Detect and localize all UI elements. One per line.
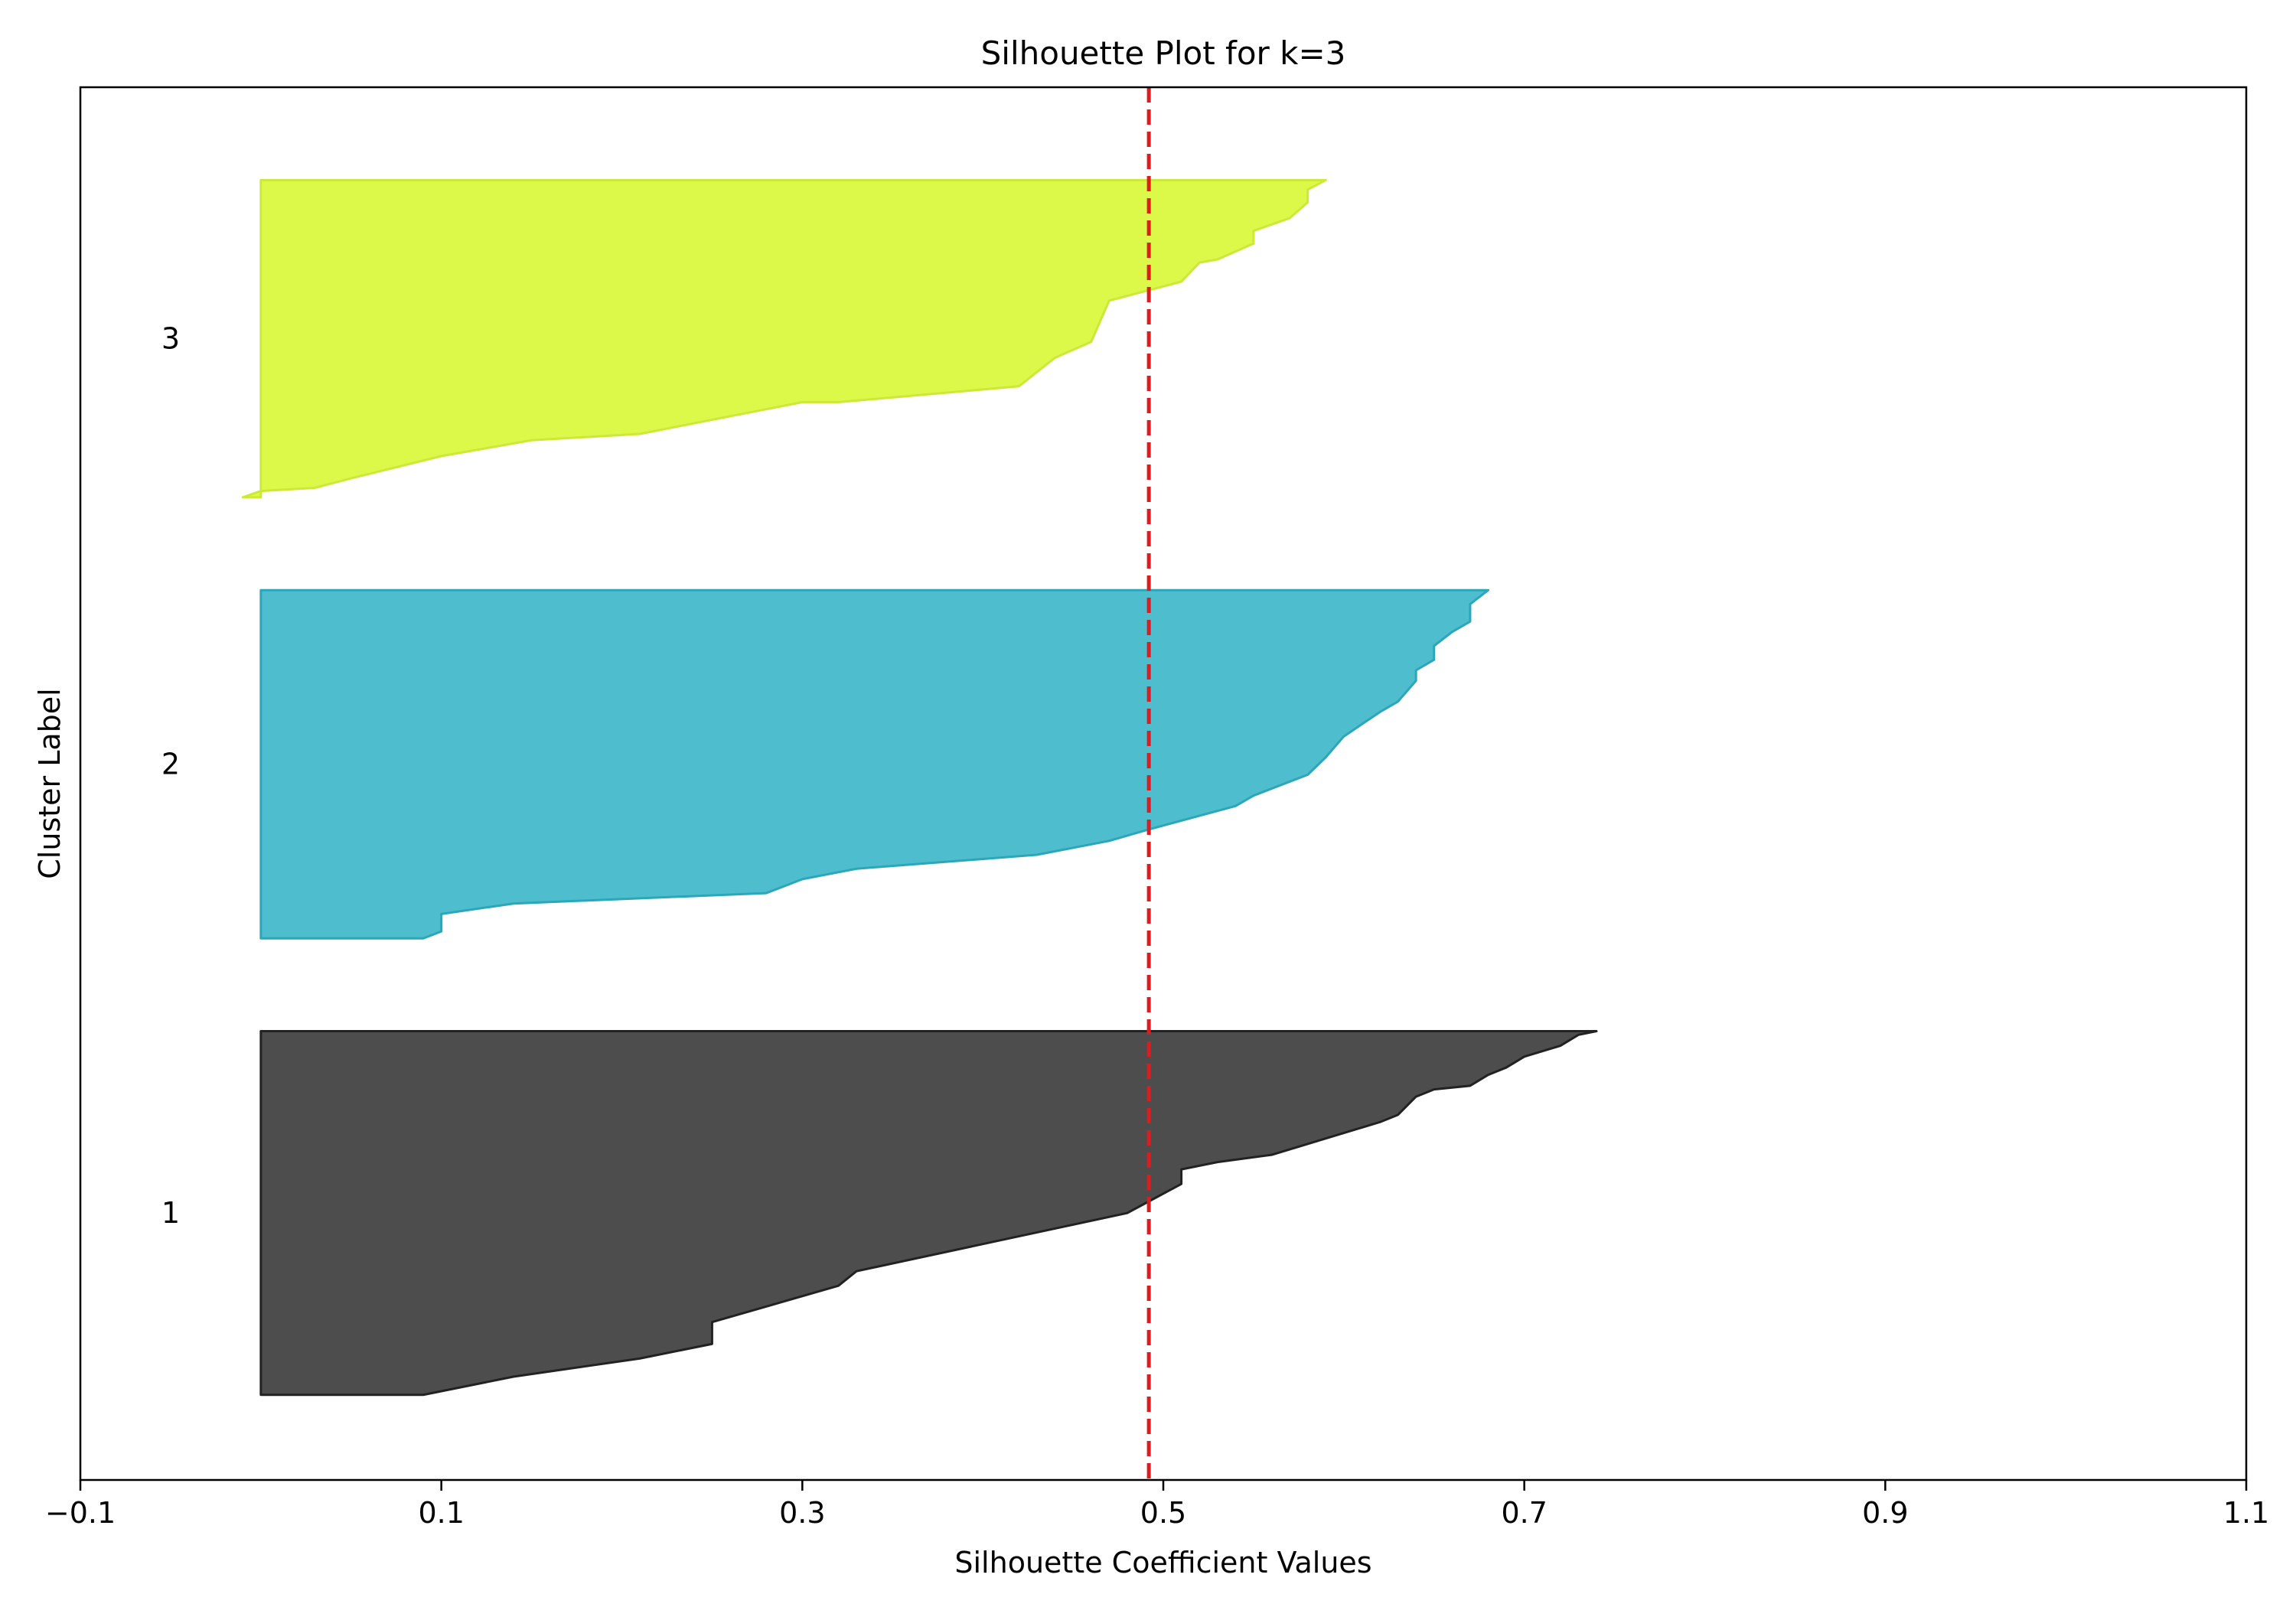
clusters-layer: [241, 178, 1598, 1397]
cluster-labels: 1 2 3: [161, 322, 180, 1231]
cluster-label-2: 2: [161, 748, 180, 781]
cluster-label-3: 3: [161, 322, 180, 356]
x-axis-label: Silhouette Coefficient Values: [954, 1546, 1371, 1579]
x-tick-label: 1.1: [2223, 1496, 2269, 1530]
x-tick-label: 0.1: [418, 1496, 464, 1530]
y-axis-label: Cluster Label: [33, 688, 67, 878]
cluster-3-silhouette: [241, 178, 1327, 499]
cluster-label-1: 1: [161, 1196, 180, 1230]
cluster-2-silhouette: [259, 588, 1489, 940]
x-tick-label: −0.1: [45, 1496, 116, 1530]
x-tick-label: 0.7: [1501, 1496, 1547, 1530]
x-tick-label: 0.5: [1140, 1496, 1186, 1530]
x-axis-ticks: −0.1 0.1 0.3 0.5 0.7 0.9 1.1: [45, 1480, 2269, 1530]
cluster-1-silhouette: [259, 1030, 1598, 1397]
chart-title: Silhouette Plot for k=3: [981, 34, 1346, 72]
x-tick-label: 0.3: [779, 1496, 825, 1530]
x-tick-label: 0.9: [1862, 1496, 1908, 1530]
